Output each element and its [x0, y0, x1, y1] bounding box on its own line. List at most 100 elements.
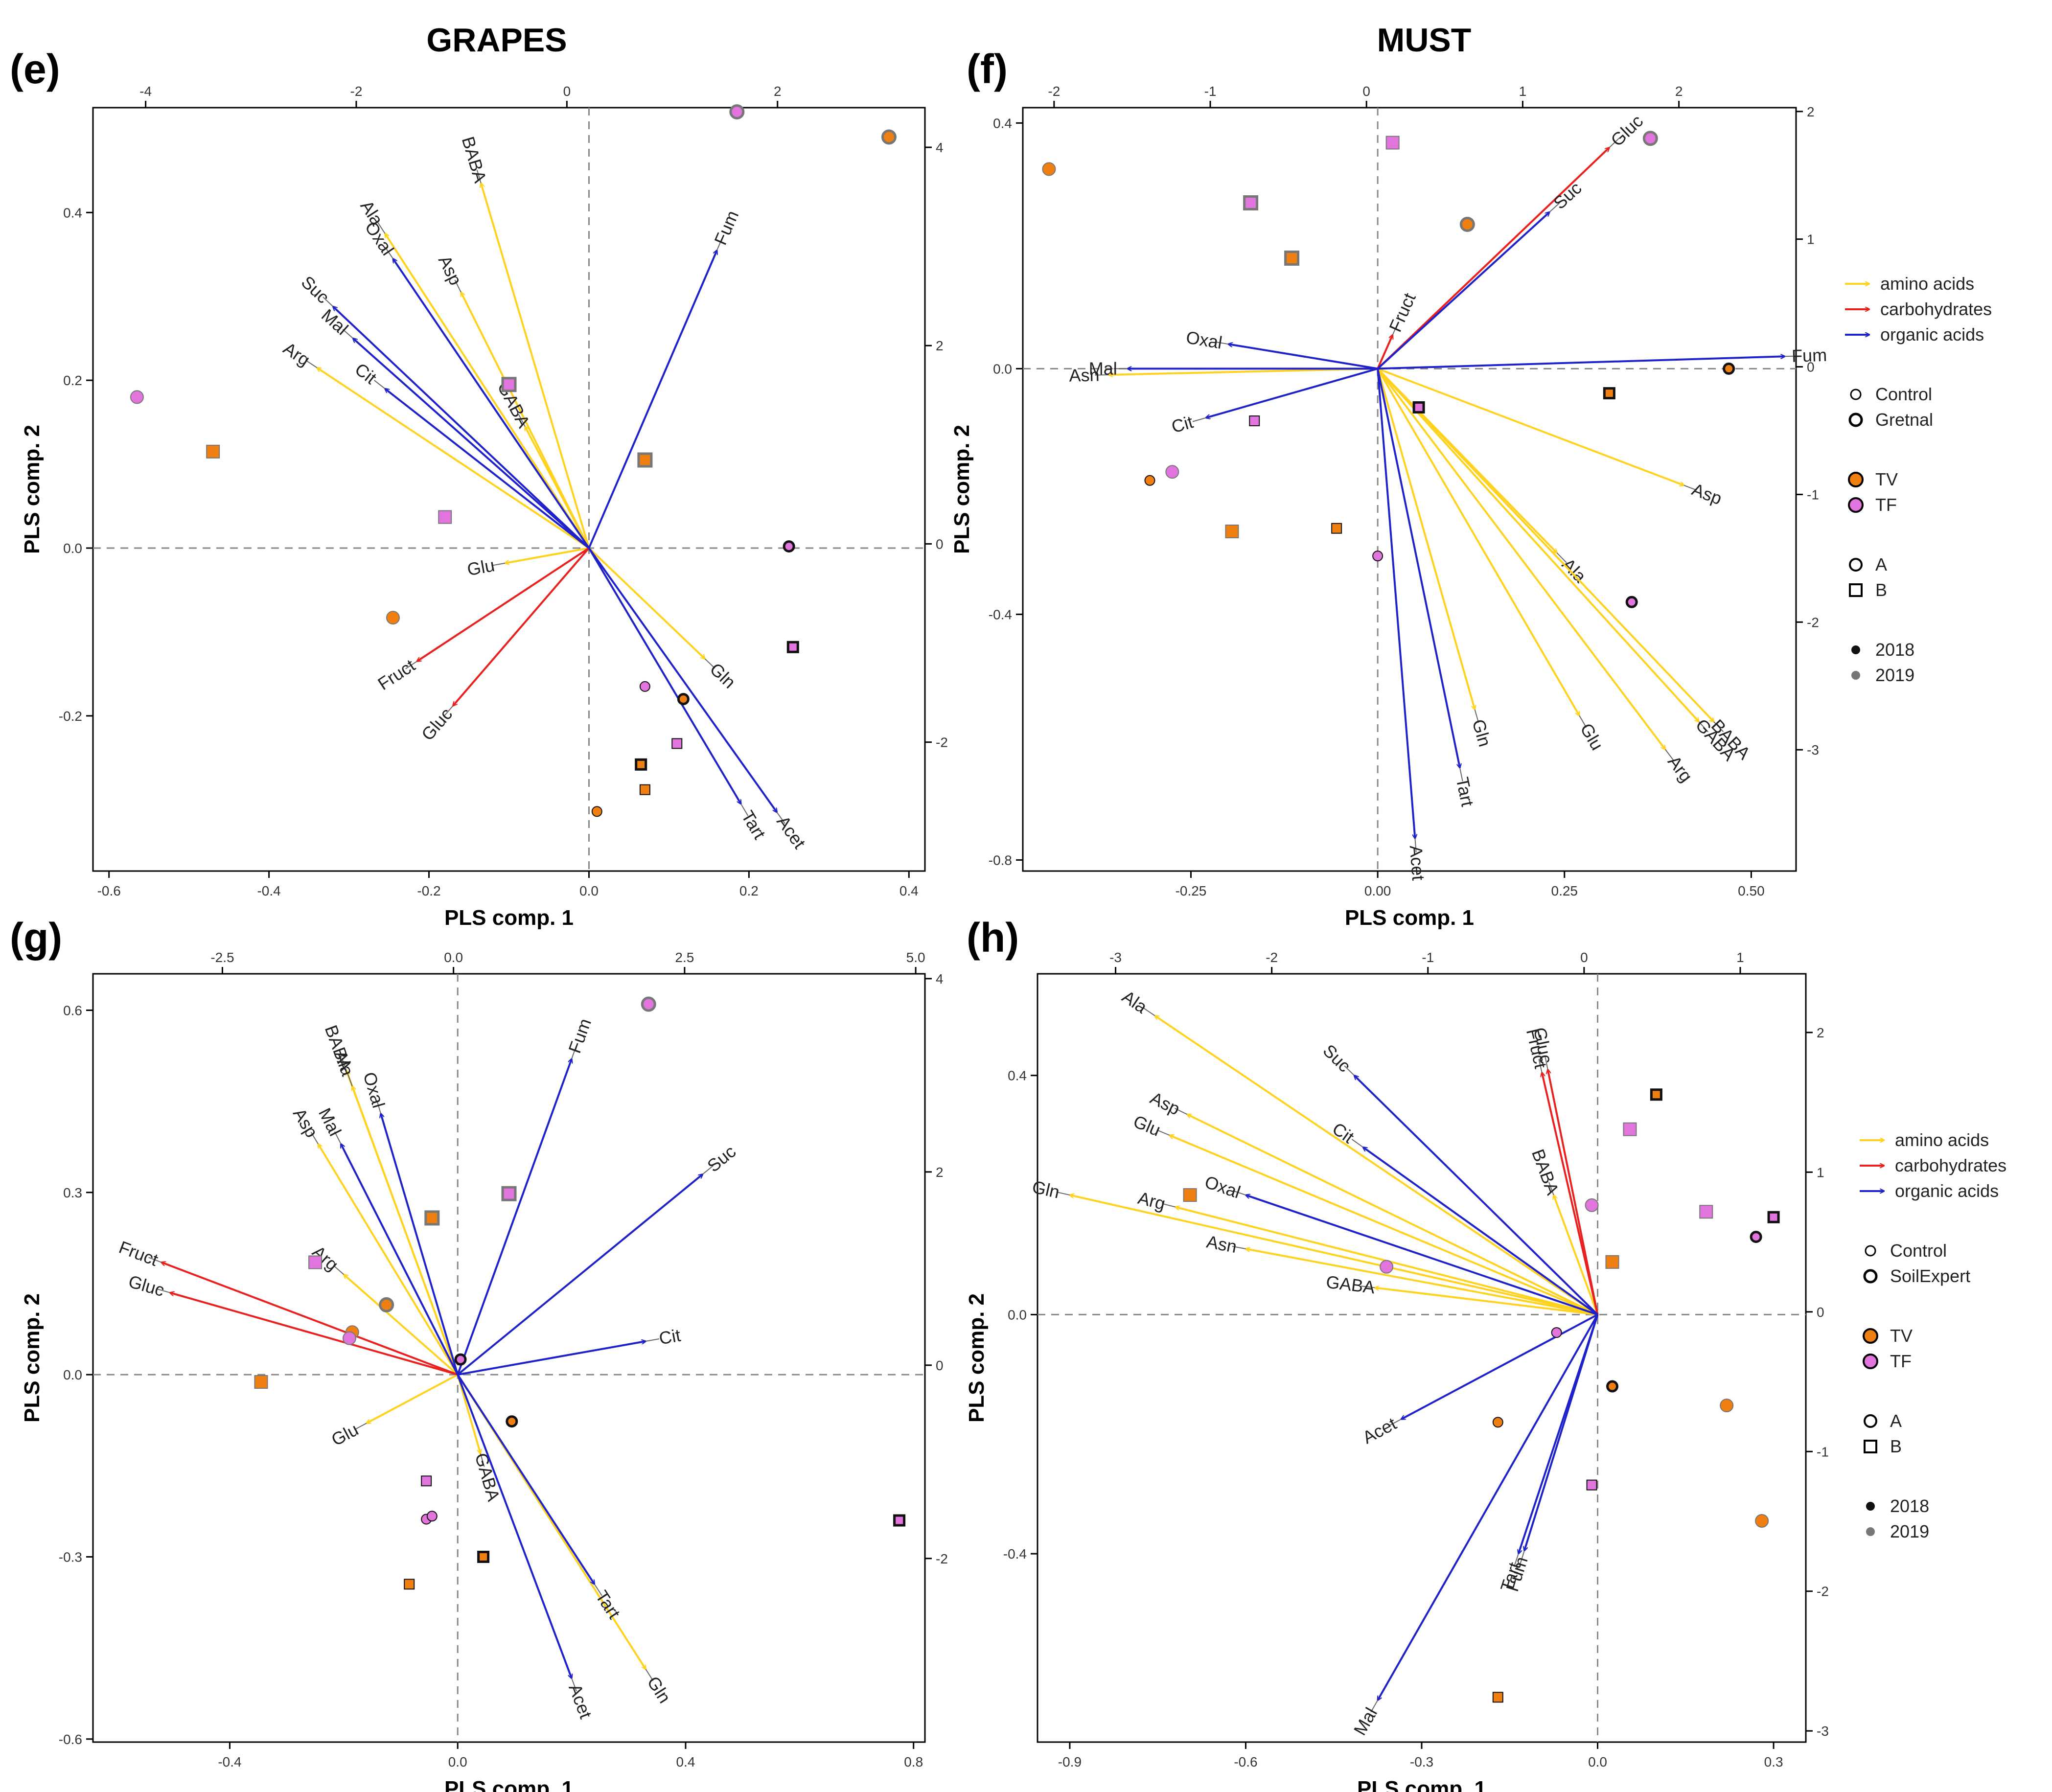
loading-label-cit: Cit	[1329, 1118, 1358, 1147]
score-point	[1755, 1514, 1769, 1528]
loading-arrow-tart	[588, 547, 742, 804]
top-tick-label: 0.0	[444, 950, 463, 965]
x-tick-label: 0.0	[579, 883, 599, 898]
y-tick-label: 0.0	[1008, 1307, 1027, 1322]
x-axis-title: PLS comp. 1	[444, 906, 574, 930]
score-point	[426, 1511, 438, 1522]
legend-label: 2018	[1890, 1496, 1929, 1516]
score-point	[635, 758, 647, 771]
loading-arrow-ala	[1155, 1016, 1598, 1316]
score-point	[786, 641, 799, 653]
legend-square-shape	[1864, 1440, 1877, 1453]
loading-arrow-asn	[1109, 368, 1378, 375]
x-axis-title: PLS comp. 1	[1357, 1777, 1486, 1792]
loading-arrow-asp	[1377, 368, 1684, 485]
loading-label-gln: Gln	[706, 659, 740, 692]
y-axis-title: PLS comp. 2	[965, 1293, 989, 1423]
loading-label-cit: Cit	[351, 359, 381, 388]
loading-label-ala: Ala	[1118, 987, 1151, 1018]
loading-arrow-cit	[1206, 368, 1378, 417]
panel-e: (e) -0.6 -0.4 -0.2 0.0 0.2 0.4 -0.2 0.0 0.2 0.4 -4 -…	[10, 46, 948, 930]
x-tick-label: 0.8	[904, 1754, 923, 1769]
score-point	[506, 1415, 518, 1428]
plot-frame	[92, 973, 926, 1743]
x-tick-label: 0.25	[1551, 883, 1578, 898]
legend-fill-swatch	[1863, 1328, 1878, 1344]
legend-label: B	[1875, 580, 1887, 600]
legend-year-dot	[1866, 1527, 1875, 1536]
label-leader	[776, 812, 785, 824]
score-point	[1699, 1205, 1713, 1219]
score-point	[308, 1255, 323, 1269]
loading-arrow-asp	[1187, 1113, 1598, 1316]
score-point	[729, 104, 745, 120]
loading-arrow-gln	[1377, 368, 1475, 710]
loading-arrow-gluc	[170, 1293, 458, 1376]
y-axis-title: PLS comp. 2	[20, 1293, 44, 1423]
label-leader	[1513, 1553, 1519, 1567]
x-tick-label: -0.3	[1410, 1754, 1433, 1769]
y-tick-label: 0.3	[63, 1185, 82, 1200]
x-tick-label: -0.4	[257, 883, 280, 898]
legend-label: Control	[1890, 1241, 1947, 1261]
score-point	[1586, 1479, 1597, 1491]
legend-label: 2018	[1875, 640, 1914, 660]
loading-label-suc: Suc	[703, 1141, 739, 1176]
legend-label: A	[1890, 1411, 1902, 1431]
label-leader	[1156, 1129, 1170, 1136]
score-point	[1551, 1327, 1562, 1338]
label-leader	[1361, 1286, 1375, 1288]
top-tick-label: 2	[774, 84, 782, 99]
legend-fill-swatch	[1863, 1354, 1878, 1369]
loading-label-gln: Gln	[1030, 1176, 1061, 1202]
label-leader	[323, 297, 334, 307]
label-leader	[333, 1265, 344, 1275]
loading-arrow-fruct	[161, 1263, 458, 1376]
right-tick-label: 4	[936, 971, 944, 987]
top-tick-label: -4	[139, 84, 152, 99]
score-point	[421, 1475, 432, 1487]
score-point	[1380, 1260, 1394, 1274]
y-axis-title: PLS comp. 2	[950, 425, 974, 554]
loading-arrow-gluc	[1377, 148, 1609, 369]
x-tick-label: 0.4	[676, 1754, 695, 1769]
loading-arrow-acet	[457, 1374, 572, 1678]
x-tick-label: -0.6	[97, 883, 121, 898]
column-title-grapes: GRAPES	[426, 22, 567, 59]
label-leader	[377, 222, 386, 234]
loading-arrow-glu	[367, 1374, 459, 1424]
loading-arrow-gaba	[457, 1374, 481, 1453]
loading-arrow-gluc	[453, 547, 590, 706]
label-leader	[1683, 484, 1697, 491]
loading-label-asp: Asp	[1689, 479, 1725, 508]
loading-label-mal: Mal	[318, 305, 352, 339]
legend-label: amino acids	[1880, 274, 1974, 294]
label-leader	[1175, 1107, 1188, 1115]
loading-arrow-baba	[1554, 1195, 1599, 1315]
score-point	[1183, 1188, 1197, 1202]
y-tick-label: 0.2	[63, 373, 82, 388]
loading-label-fum: Fum	[1791, 345, 1827, 366]
x-tick-label: 0.3	[1764, 1754, 1783, 1769]
legend-circle-shape	[1864, 1414, 1877, 1428]
loading-label-asp: Asp	[1147, 1088, 1183, 1119]
label-leader	[645, 1669, 654, 1681]
score-point	[1249, 415, 1260, 427]
score-point	[386, 611, 400, 625]
loading-label-fruct: Fruct	[374, 655, 418, 694]
score-point	[206, 444, 220, 459]
legend-bottom: amino acids carbohydrates organic acids Con…	[1860, 1130, 2006, 1541]
panel-f: (f) -0.25 0.00 0.25 0.50 -0.8 -0.4 0.0 0.4 -2 -1 0 1…	[950, 46, 1827, 930]
legend-circle-shape	[1849, 558, 1863, 572]
score-point	[639, 681, 650, 692]
panel-g: (g) -0.4 0.0 0.4 0.8 -0.6 -0.3 0.0 0.3 0.6 -2.5 0.0…	[10, 915, 948, 1792]
label-leader	[1351, 1139, 1363, 1148]
legend-label: SoilExpert	[1890, 1266, 1970, 1286]
loading-label-glu: Glu	[465, 555, 496, 579]
panel-label: (e)	[10, 46, 60, 92]
panel-label: (f)	[967, 46, 1008, 92]
loading-arrow-mal	[340, 1144, 459, 1376]
right-tick-label: 0	[1817, 1305, 1824, 1320]
legend-label: amino acids	[1895, 1130, 1989, 1150]
